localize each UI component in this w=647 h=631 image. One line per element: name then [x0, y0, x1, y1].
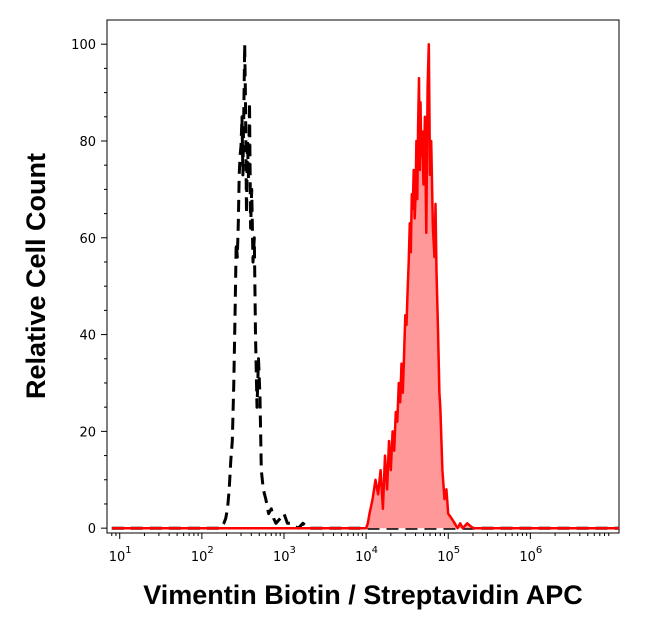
x-axis-title: Vimentin Biotin / Streptavidin APC: [143, 580, 583, 610]
series-2-fill: [111, 44, 620, 529]
series-2-line: [111, 42, 619, 530]
y-tick-label: 80: [79, 135, 96, 150]
y-tick-label: 60: [79, 232, 96, 247]
x-tick-label: 105: [437, 545, 460, 565]
x-tick-label: 101: [109, 545, 132, 565]
x-tick-label: 102: [191, 545, 214, 565]
x-tick-label: 106: [519, 545, 542, 565]
y-tick-label: 20: [79, 425, 96, 440]
y-axis-title: Relative Cell Count: [21, 153, 51, 399]
y-tick-label: 100: [71, 38, 96, 53]
series-layer: [111, 42, 620, 530]
plot-frame: [106, 19, 620, 534]
x-tick-label: 103: [273, 545, 296, 565]
y-tick-label: 0: [88, 522, 96, 537]
y-tick-label: 40: [79, 329, 96, 344]
tick-layer: 101 102 103 104 105 106 0 20 40 60 80 100: [71, 38, 610, 565]
x-tick-label: 104: [355, 545, 378, 565]
series-1-line: [111, 42, 619, 530]
